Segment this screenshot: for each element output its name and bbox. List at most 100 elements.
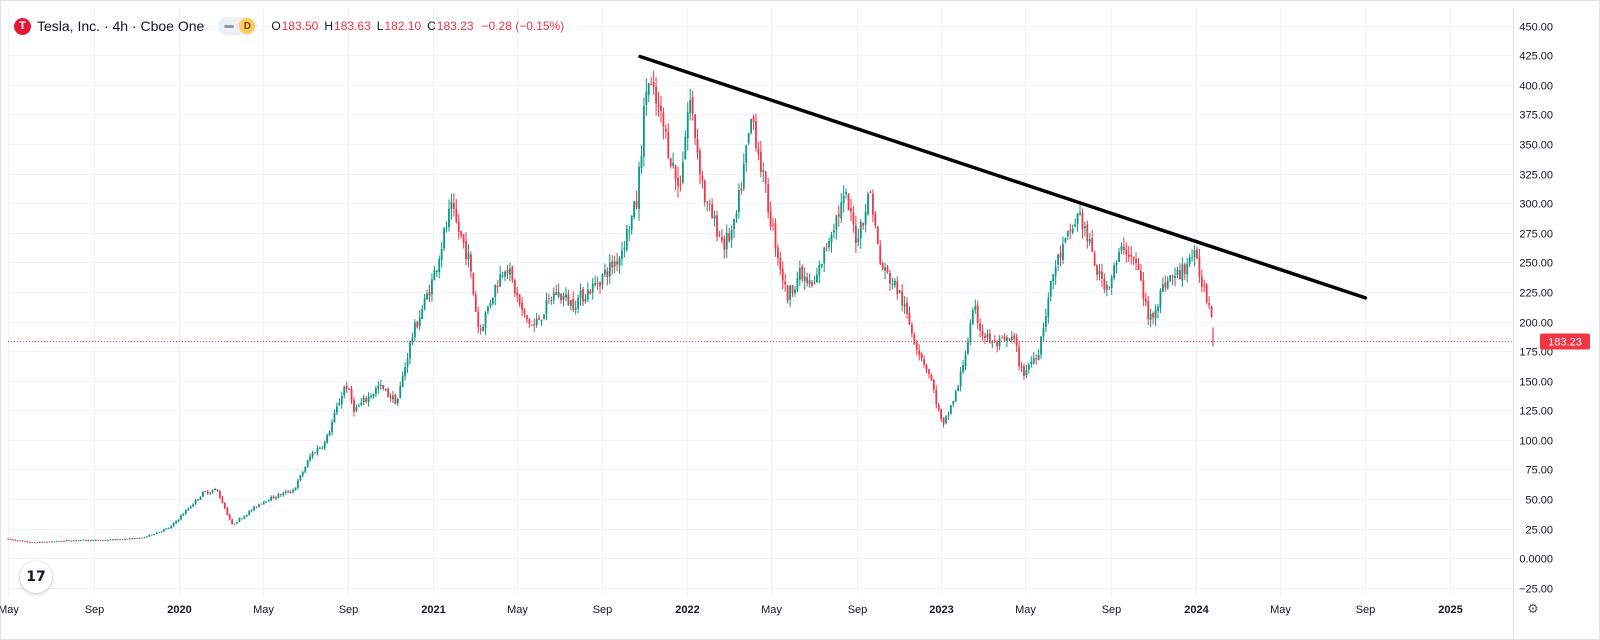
low-value: L182.10 bbox=[377, 19, 421, 33]
candle-body bbox=[569, 300, 572, 306]
candle-body bbox=[643, 106, 645, 157]
candle-body bbox=[460, 231, 463, 236]
candle-body bbox=[981, 330, 984, 335]
close-label: C bbox=[427, 19, 436, 33]
candle-body bbox=[87, 540, 90, 541]
candle-body bbox=[540, 319, 543, 322]
candle-body bbox=[928, 369, 930, 374]
candle-body bbox=[991, 341, 994, 344]
candle-body bbox=[521, 302, 523, 311]
candle-body bbox=[311, 452, 314, 457]
candle-body bbox=[547, 298, 550, 299]
candle-body bbox=[124, 538, 126, 540]
candle-body bbox=[33, 542, 36, 544]
candle-body bbox=[462, 234, 465, 244]
candle-body bbox=[750, 118, 753, 133]
candle-body bbox=[374, 388, 377, 395]
x-tick-label: 2020 bbox=[167, 604, 191, 616]
x-tick-label: 2024 bbox=[1184, 604, 1209, 616]
candle-body bbox=[145, 536, 148, 538]
interval-badge[interactable]: D bbox=[218, 17, 258, 35]
candle-body bbox=[163, 529, 165, 532]
candle-body bbox=[158, 531, 160, 533]
y-tick-label: 75.00 bbox=[1525, 465, 1553, 477]
x-tick-label: 2021 bbox=[421, 604, 445, 616]
candle-body bbox=[925, 365, 928, 371]
candle-body bbox=[472, 273, 475, 294]
grid bbox=[8, 8, 1513, 596]
candle-body bbox=[1118, 251, 1120, 262]
candle-body bbox=[387, 388, 389, 397]
candle-body bbox=[450, 201, 453, 210]
candle-body bbox=[1127, 254, 1130, 257]
candle-body bbox=[467, 252, 470, 259]
candle-body bbox=[292, 490, 294, 492]
candle-body bbox=[36, 542, 39, 544]
candle-body bbox=[703, 180, 706, 203]
y-tick-label: 300.00 bbox=[1519, 199, 1553, 211]
candle-body bbox=[886, 266, 889, 272]
candle-body bbox=[372, 393, 375, 397]
candle-body bbox=[657, 104, 660, 107]
candle-body bbox=[423, 297, 426, 309]
candle-body bbox=[501, 275, 504, 276]
candle-body bbox=[645, 91, 648, 106]
candle-body bbox=[1006, 337, 1008, 341]
candle-body bbox=[68, 540, 70, 542]
candle-body bbox=[577, 297, 580, 309]
candle-body bbox=[413, 322, 416, 338]
candle-body bbox=[677, 177, 679, 187]
candle-body bbox=[428, 292, 431, 296]
candle-body bbox=[798, 267, 801, 280]
candle-body bbox=[560, 293, 562, 301]
candle-body bbox=[582, 289, 584, 302]
candle-body bbox=[628, 230, 631, 232]
candle-body bbox=[562, 295, 565, 300]
tradingview-logo-icon[interactable]: 17 bbox=[20, 561, 52, 593]
symbol-title[interactable]: Tesla, Inc. · 4h · Cboe One bbox=[37, 18, 205, 34]
candle-body bbox=[655, 86, 657, 104]
candle-body bbox=[857, 238, 860, 242]
open-number: 183.50 bbox=[281, 19, 319, 33]
settings-gear-icon[interactable]: ⚙ bbox=[1527, 601, 1539, 616]
candle-body bbox=[742, 164, 745, 189]
candle-body bbox=[277, 494, 280, 498]
candle-body bbox=[1010, 336, 1013, 340]
candle-body bbox=[1074, 224, 1077, 227]
trendline[interactable] bbox=[638, 54, 1368, 300]
symbol-legend[interactable]: T Tesla, Inc. · 4h · Cboe One D O183.50 … bbox=[14, 15, 564, 37]
candle-body bbox=[155, 532, 158, 535]
candle-body bbox=[1110, 276, 1113, 289]
candle-body bbox=[177, 519, 180, 522]
candle-body bbox=[945, 416, 947, 424]
candle-body bbox=[779, 257, 782, 270]
candle-body bbox=[869, 192, 872, 194]
candle-body bbox=[136, 538, 139, 539]
candle-body bbox=[223, 503, 226, 509]
minus-icon bbox=[224, 24, 235, 28]
candle-body bbox=[138, 537, 141, 539]
candle-body bbox=[1062, 244, 1064, 260]
candle-body bbox=[528, 319, 531, 325]
candle-body bbox=[1066, 231, 1069, 237]
candle-body bbox=[219, 490, 221, 498]
candle-body bbox=[757, 149, 760, 154]
candle-body bbox=[43, 541, 46, 543]
candle-body bbox=[823, 247, 826, 264]
candle-body bbox=[988, 333, 991, 343]
candle-body bbox=[1105, 284, 1108, 290]
candle-body bbox=[316, 448, 319, 454]
candle-body bbox=[99, 540, 102, 542]
candle-body bbox=[7, 538, 9, 540]
time-axis[interactable]: May Sep 2020 May Sep 2021 May Sep 2022 May Sep 2023… bbox=[0, 604, 1463, 616]
candle-body bbox=[1037, 354, 1040, 361]
change-value: −0.28 (−0.15%) bbox=[481, 19, 565, 33]
candle-body bbox=[967, 341, 969, 354]
candle-body bbox=[837, 214, 840, 217]
candle-body bbox=[762, 170, 765, 172]
candle-body bbox=[920, 353, 923, 359]
candle-body bbox=[496, 286, 499, 288]
candle-body bbox=[1042, 327, 1045, 337]
candle-body bbox=[53, 541, 56, 543]
